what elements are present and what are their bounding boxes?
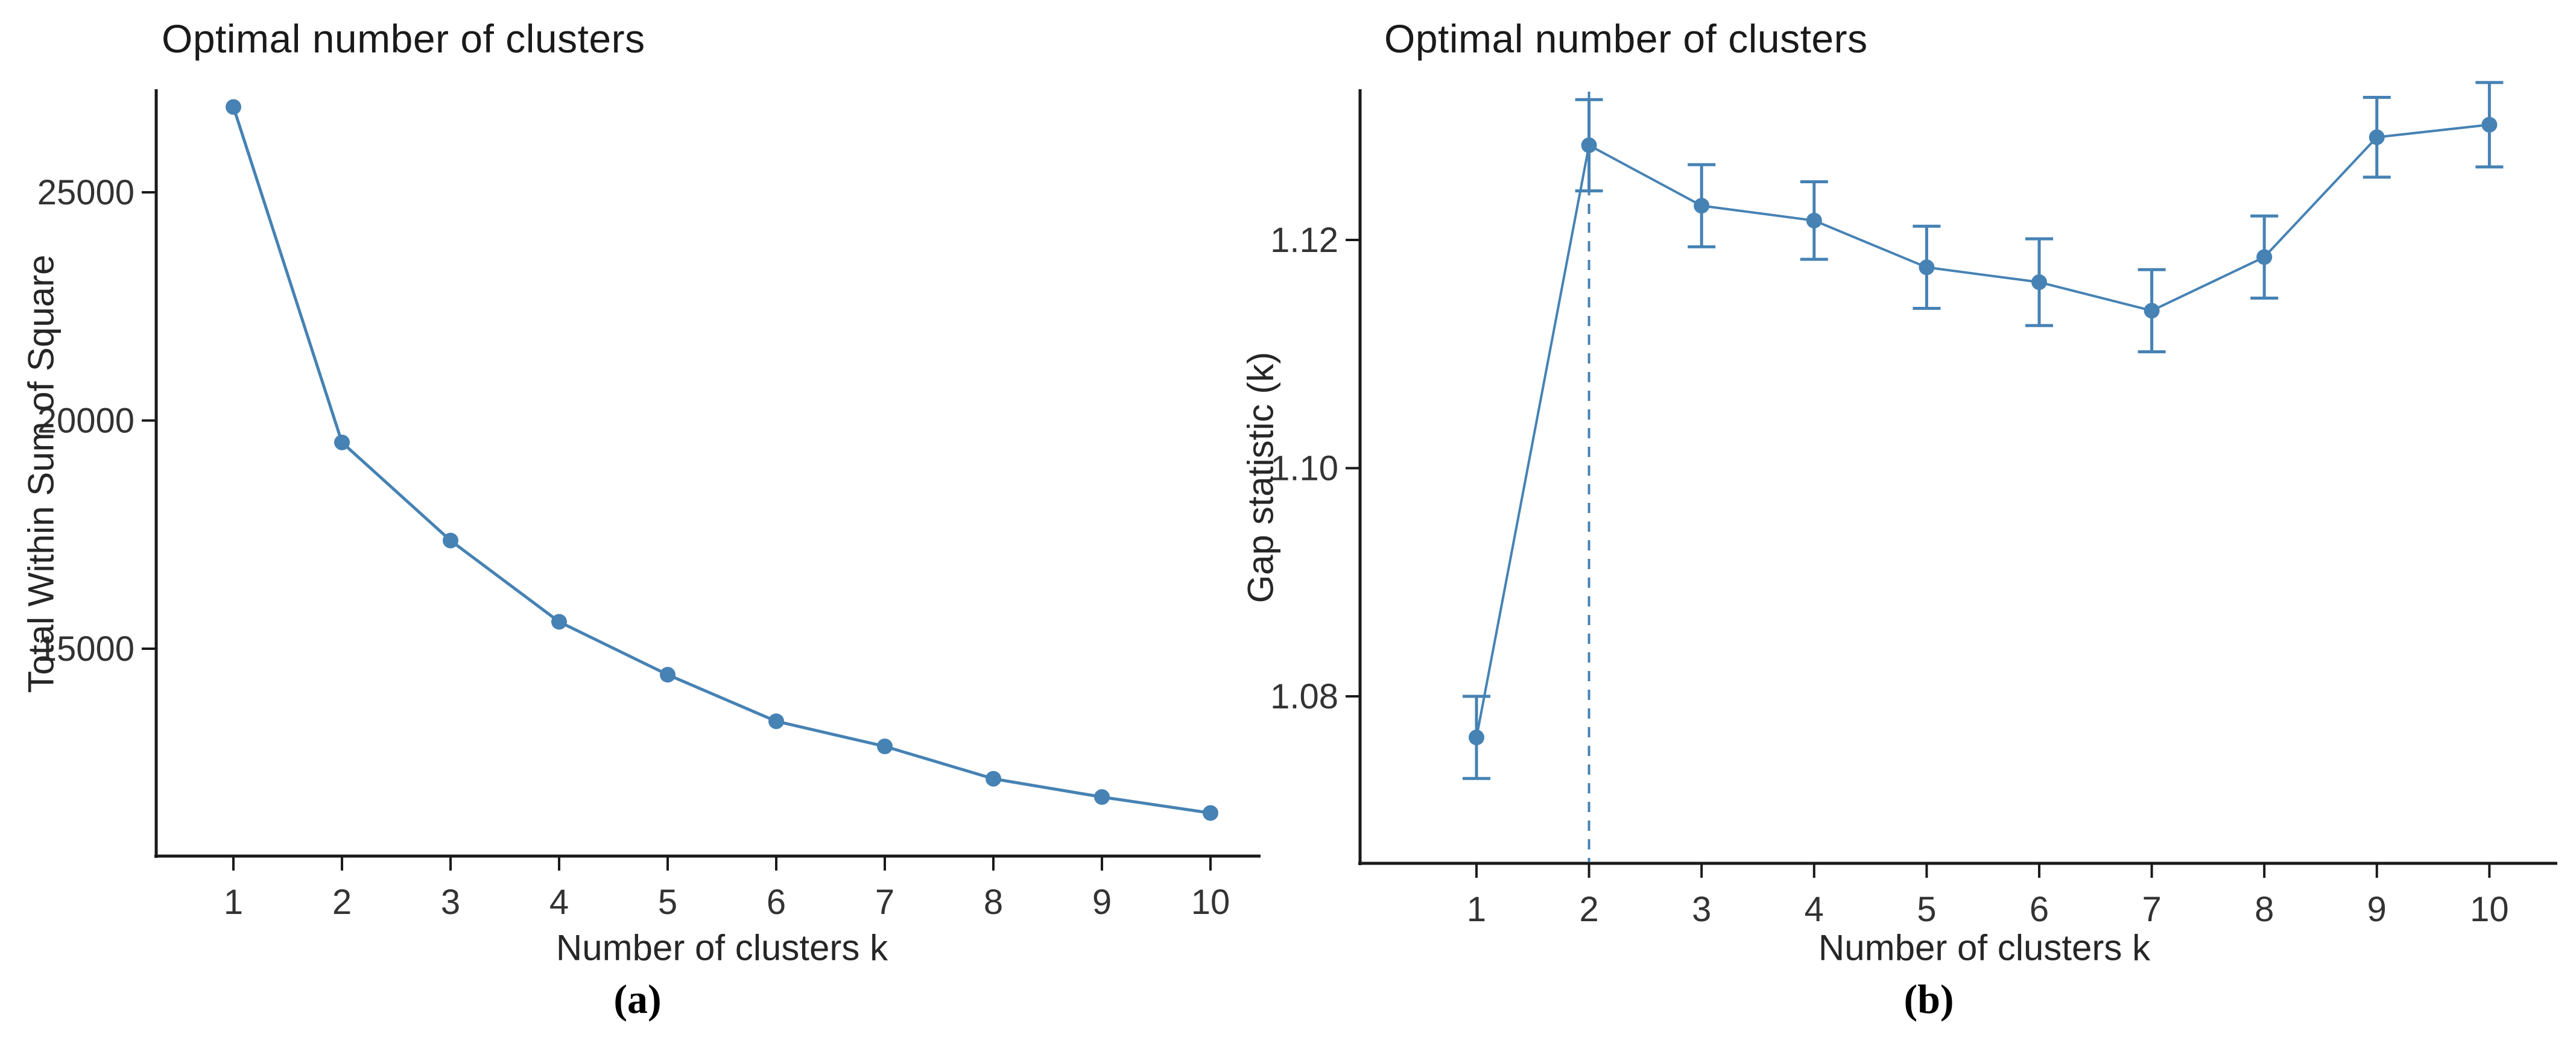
- elbow-x-tick-label: 2: [332, 883, 352, 922]
- gap-data-point: [1919, 259, 1935, 276]
- gap-x-tick-label: 5: [1917, 890, 1936, 929]
- elbow-data-point: [1094, 789, 1110, 805]
- gap-y-tick-label: 1.10: [1270, 449, 1338, 488]
- elbow-data-point: [443, 532, 458, 549]
- gap-series-line: [1475, 123, 2490, 738]
- elbow-data-point: [986, 770, 1001, 787]
- right-chart-title: Optimal number of clusters: [1384, 16, 1868, 61]
- elbow-y-tick-label: 20000: [37, 402, 134, 441]
- caption-a: (a): [613, 976, 662, 1022]
- gap-data-point: [2144, 303, 2160, 319]
- gap-data-point: [1581, 137, 1597, 153]
- elbow-y-tick-label: 25000: [37, 173, 134, 212]
- elbow-x-tick-label: 1: [224, 883, 243, 922]
- elbow-x-tick-label: 8: [984, 883, 1003, 922]
- elbow-data-point: [877, 738, 893, 754]
- elbow-x-tick-label: 3: [441, 883, 460, 922]
- left-y-axis-label: Total Within Sum of Square: [21, 254, 62, 693]
- gap-x-tick-label: 7: [2142, 890, 2161, 929]
- right-y-axis-label: Gap statistic (k): [1240, 351, 1281, 603]
- elbow-data-point: [226, 99, 241, 115]
- elbow-data-point: [1203, 805, 1218, 821]
- left-chart-title: Optimal number of clusters: [162, 16, 645, 61]
- elbow-x-tick-label: 4: [549, 883, 569, 922]
- gap-x-tick-label: 3: [1692, 890, 1711, 929]
- gap-data-point: [1806, 212, 1822, 228]
- caption-b: (b): [1904, 976, 1954, 1022]
- gap-x-tick-label: 8: [2255, 890, 2274, 929]
- elbow-data-point: [660, 667, 676, 683]
- elbow-data-point: [768, 713, 784, 729]
- gap-data-point: [1469, 729, 1484, 746]
- gap-x-tick-label: 9: [2367, 890, 2387, 929]
- gap-x-tick-label: 1: [1467, 890, 1486, 929]
- gap-x-tick-label: 2: [1579, 890, 1598, 929]
- gap-x-tick-label: 6: [2030, 890, 2049, 929]
- gap-y-tick-label: 1.08: [1270, 677, 1338, 716]
- elbow-x-tick-label: 9: [1092, 883, 1112, 922]
- elbow-x-tick-label: 6: [767, 883, 786, 922]
- gap-x-tick-label: 4: [1805, 890, 1824, 929]
- elbow-series-line: [232, 106, 1211, 814]
- gap-data-point: [2256, 249, 2273, 265]
- gap-data-point: [2369, 129, 2385, 145]
- gap-data-point: [1694, 198, 1710, 214]
- elbow-x-tick-label: 7: [875, 883, 894, 922]
- left-x-axis-label: Number of clusters k: [555, 927, 888, 968]
- gap-y-tick-label: 1.12: [1270, 221, 1338, 260]
- elbow-data-point: [551, 614, 567, 630]
- elbow-data-point: [334, 434, 350, 450]
- elbow-x-tick-label: 5: [658, 883, 677, 922]
- gap-x-tick-label: 10: [2470, 890, 2509, 929]
- gap-data-point: [2031, 274, 2047, 291]
- right-x-axis-label: Number of clusters k: [1818, 927, 2151, 968]
- elbow-x-tick-label: 10: [1191, 883, 1230, 922]
- gap-data-point: [2481, 116, 2498, 133]
- elbow-y-tick-label: 15000: [37, 629, 134, 669]
